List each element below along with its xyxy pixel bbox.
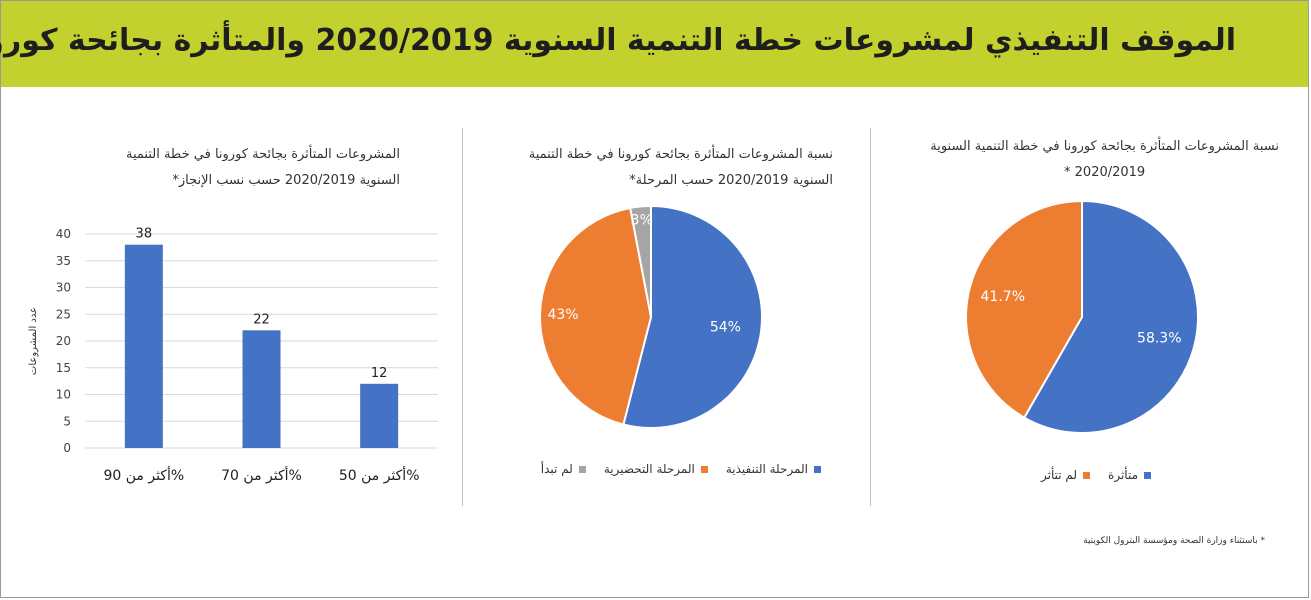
affected-pie-title-line2: 2020/2019 * xyxy=(1064,165,1146,180)
legend-item: المرحلة التنفيذية xyxy=(726,462,821,476)
legend-label: لم تبدأ xyxy=(540,462,573,476)
affected-pie-title: نسبة المشروعات المتأثرة بجائحة كورونا في… xyxy=(930,134,1279,186)
y-tick-label: 20 xyxy=(56,334,71,348)
pie-slice xyxy=(622,204,763,429)
pie-slice-label: 43% xyxy=(547,307,578,323)
bar-chart: 0 5 10 15 20 25 30 35 40 38 أكثر من 90% 22 أكثر من 7… xyxy=(28,227,438,484)
legend-item: لم تبدأ xyxy=(541,462,586,476)
bar-chart-title-line1: المشروعات المتأثرة بجائحة كورونا في خطة … xyxy=(126,147,400,162)
bar xyxy=(360,383,399,448)
affected-pie-legend: متأثرة لم تتأثر xyxy=(1041,468,1151,482)
stage-pie-title-line1: نسبة المشروعات المتأثرة بجائحة كورونا في… xyxy=(528,147,833,162)
y-tick-label: 10 xyxy=(56,388,71,402)
pie-slice-label: 58.3% xyxy=(1137,331,1181,347)
legend-swatch xyxy=(1083,471,1091,479)
x-tick-label: أكثر من 70% xyxy=(221,466,302,484)
legend-swatch xyxy=(700,465,708,473)
pie-slice xyxy=(539,206,653,426)
pie-slice xyxy=(965,199,1083,419)
legend-swatch xyxy=(1144,471,1151,479)
y-axis-label: عدد المشروعات xyxy=(28,307,39,375)
panel-divider-right xyxy=(870,128,871,506)
bar-value-label: 38 xyxy=(136,227,153,242)
bar xyxy=(124,244,163,448)
x-tick-label: أكثر من 90% xyxy=(103,466,184,484)
legend-item: المرحلة التحضيرية xyxy=(604,462,708,476)
stage-pie-chart: 54% 43% 3% xyxy=(539,204,763,429)
pie-slice-label: 54% xyxy=(710,319,741,335)
legend-label: المرحلة التحضيرية xyxy=(603,462,695,476)
x-tick-label: أكثر من 50% xyxy=(339,466,420,484)
page-title: الموقف التنفيذي لمشروعات خطة التنمية الس… xyxy=(0,23,1236,58)
stage-pie-title: نسبة المشروعات المتأثرة بجائحة كورونا في… xyxy=(529,142,833,194)
y-tick-label: 0 xyxy=(63,441,71,455)
bar-chart-title-line2: السنوية 2020/2019 حسب نسب الإنجاز* xyxy=(172,173,400,188)
y-tick-label: 25 xyxy=(56,307,71,321)
legend-label: متأثرة xyxy=(1108,468,1138,482)
bar-value-label: 12 xyxy=(371,366,388,381)
y-tick-label: 40 xyxy=(56,227,71,241)
y-tick-label: 5 xyxy=(63,414,71,428)
footnote: * باستثناء وزارة الصحة ومؤسسة البترول ال… xyxy=(1083,536,1265,546)
bar-value-label: 22 xyxy=(253,312,270,327)
y-tick-label: 35 xyxy=(56,254,71,268)
y-tick-label: 15 xyxy=(56,361,71,375)
affected-pie-title-line1: نسبة المشروعات المتأثرة بجائحة كورونا في… xyxy=(930,139,1279,154)
legend-label: المرحلة التنفيذية xyxy=(725,462,808,476)
legend-item: لم تتأثر xyxy=(1041,468,1091,482)
legend-swatch xyxy=(578,465,586,473)
header-banner: الموقف التنفيذي لمشروعات خطة التنمية الس… xyxy=(0,1,1308,87)
bar-chart-title: المشروعات المتأثرة بجائحة كورونا في خطة … xyxy=(126,142,400,194)
pie-slice-label: 41.7% xyxy=(981,289,1025,305)
pie-slice xyxy=(1022,199,1199,434)
pie-slice xyxy=(629,204,652,318)
stage-pie-title-line2: السنوية 2020/2019 حسب المرحلة* xyxy=(629,173,833,188)
legend-item: متأثرة xyxy=(1108,468,1151,482)
legend-swatch xyxy=(814,465,821,473)
affected-pie-chart: 58.3% 41.7% xyxy=(965,199,1199,434)
pie-slice-label: 3% xyxy=(631,212,653,228)
panel-divider-left xyxy=(462,128,463,506)
legend-label: لم تتأثر xyxy=(1041,468,1078,482)
y-tick-label: 30 xyxy=(56,281,71,295)
stage-pie-legend: المرحلة التنفيذية المرحلة التحضيرية لم تبد… xyxy=(541,462,821,476)
bar xyxy=(242,330,281,448)
